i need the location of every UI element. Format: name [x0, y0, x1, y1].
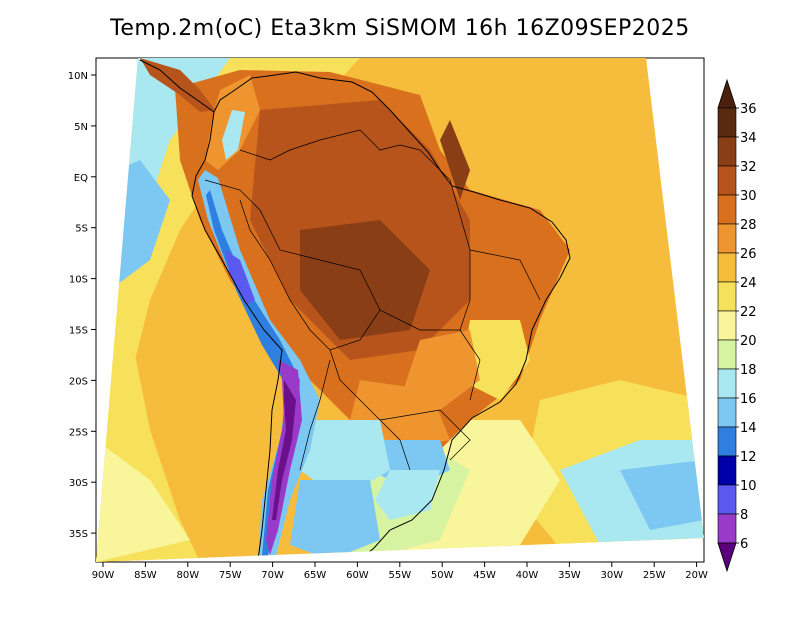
colorbar-label: 12 [740, 450, 757, 465]
colorbar-segment [717, 339, 737, 370]
colorbar-label: 10 [740, 479, 757, 494]
colorbar-segment [717, 368, 737, 399]
lat-tick-label: 5S [75, 224, 88, 235]
lon-tick-label: 25W [643, 570, 666, 581]
colorbar-bottom-arrow [717, 542, 737, 573]
lon-tick-label: 90W [92, 570, 115, 581]
colorbar-segment [717, 426, 737, 457]
lon-tick-label: 45W [473, 570, 496, 581]
lat-tick-label: 15S [69, 326, 88, 337]
colorbar-label: 36 [740, 102, 757, 117]
coastline [139, 59, 571, 561]
colorbar-label: 22 [740, 305, 757, 320]
lat-tick-label: 20S [69, 376, 88, 387]
colorbar-segment [717, 484, 737, 515]
lat-tick-label: 35S [69, 529, 88, 540]
lon-tick-label: 40W [516, 570, 539, 581]
lon-tick-label: 75W [219, 570, 242, 581]
lat-tick-label: 10N [68, 71, 88, 82]
lat-tick-label: EQ [74, 173, 88, 184]
colorbar-segment [717, 310, 737, 341]
colorbar-label: 32 [740, 160, 757, 175]
colorbar-segment [717, 281, 737, 312]
lat-tick-label: 30S [69, 478, 88, 489]
lon-tick-label: 55W [388, 570, 411, 581]
colorbar-label: 6 [740, 537, 748, 552]
colorbar-segment [717, 252, 737, 283]
lon-tick-label: 20W [685, 570, 708, 581]
colorbar-segment [717, 194, 737, 225]
colorbar-segment [717, 165, 737, 196]
lat-tick-label: 5N [74, 122, 88, 133]
colorbar: 36 34 32 30 28 26 24 22 20 18 16 14 12 10 8 6 [717, 78, 757, 573]
colorbar-segment [717, 455, 737, 486]
map-title: Temp.2m(oC) Eta3km SiSMOM 16h 16Z09SEP20… [110, 16, 690, 41]
lon-tick-label: 30W [600, 570, 623, 581]
colorbar-label: 34 [740, 131, 757, 146]
lon-tick-label: 65W [304, 570, 327, 581]
longitude-axis: 90W 85W 80W 75W 70W 65W 60W 55W 50W 45W 40W 35W 30W 2… [92, 562, 708, 581]
colorbar-label: 16 [740, 392, 757, 407]
colorbar-label: 30 [740, 189, 757, 204]
lat-tick-label: 10S [69, 275, 88, 286]
colorbar-segment [717, 397, 737, 428]
colorbar-label: 18 [740, 363, 757, 378]
lon-tick-label: 80W [176, 570, 199, 581]
temperature-field [96, 58, 704, 562]
lon-tick-label: 50W [431, 570, 454, 581]
colorbar-segment [717, 223, 737, 254]
lon-tick-label: 70W [261, 570, 284, 581]
colorbar-label: 28 [740, 218, 757, 233]
lon-tick-label: 60W [346, 570, 369, 581]
lon-tick-label: 85W [134, 570, 157, 581]
colorbar-segment [717, 513, 737, 544]
lat-tick-label: 25S [69, 427, 88, 438]
colorbar-label: 14 [740, 421, 757, 436]
colorbar-top-arrow [717, 78, 737, 109]
colorbar-label: 26 [740, 247, 757, 262]
colorbar-segment [717, 136, 737, 167]
latitude-axis: 10N 5N EQ 5S 10S 15S 20S 25S 30S 35S [68, 71, 96, 540]
colorbar-label: 8 [740, 508, 748, 523]
colorbar-label: 24 [740, 276, 757, 291]
colorbar-segment [717, 107, 737, 138]
lon-tick-label: 35W [558, 570, 581, 581]
colorbar-label: 20 [740, 334, 757, 349]
country-borders [204, 129, 541, 471]
